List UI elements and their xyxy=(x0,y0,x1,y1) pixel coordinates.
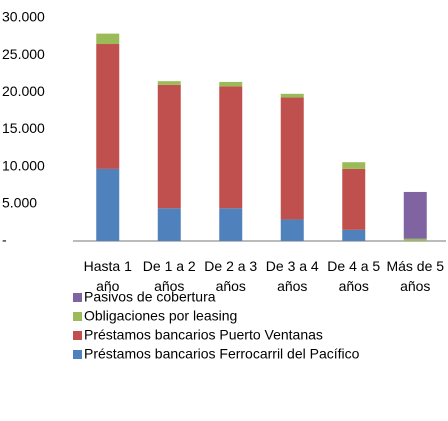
x-tick-label: De 4 a 5 años xyxy=(327,258,380,294)
x-tick-label: De 3 a 4 años xyxy=(266,258,319,294)
bar-segment xyxy=(403,191,427,239)
legend-label: Préstamos bancarios Puerto Ventanas xyxy=(84,327,323,343)
x-tick-label: De 1 a 2 años xyxy=(143,258,196,294)
bar-segment xyxy=(157,208,181,241)
legend-label: Préstamos bancarios Ferrocarril del Pací… xyxy=(84,346,360,362)
bar-segment xyxy=(157,84,181,209)
y-tick-label: 25.000 xyxy=(2,46,45,62)
legend-label: Obligaciones por leasing xyxy=(84,308,237,324)
x-tick-label: Hasta 1 año xyxy=(84,258,132,294)
bar-segment xyxy=(280,93,304,98)
bar-segment xyxy=(219,208,243,241)
bar-segment xyxy=(219,86,243,209)
x-tick-label: Más de 5 años xyxy=(386,258,444,294)
bar-segment xyxy=(96,44,120,169)
bar-segment xyxy=(96,33,120,45)
legend-swatch xyxy=(73,331,82,340)
legend-swatch xyxy=(73,293,82,302)
y-tick-label: - xyxy=(2,232,7,248)
legend-label: Pasivos de cobertura xyxy=(84,289,216,305)
x-tick-label: De 2 a 3 años xyxy=(204,258,257,294)
y-tick-label: 20.000 xyxy=(2,83,45,99)
bar-segment xyxy=(280,219,304,241)
bar-segment xyxy=(219,81,243,87)
legend-swatch xyxy=(73,312,82,321)
bar-segment xyxy=(342,168,366,230)
y-tick-label: 5.000 xyxy=(2,195,37,211)
y-tick-label: 15.000 xyxy=(2,120,45,136)
bar-segment xyxy=(157,81,181,85)
y-tick-label: 30.000 xyxy=(2,9,45,25)
bar-segment xyxy=(96,168,120,241)
bar-segment xyxy=(342,162,366,169)
bar-segment xyxy=(342,229,366,241)
y-tick-label: 10.000 xyxy=(2,157,45,173)
bar-segment xyxy=(280,97,304,220)
bar-segment xyxy=(403,238,427,241)
legend-swatch xyxy=(73,350,82,359)
